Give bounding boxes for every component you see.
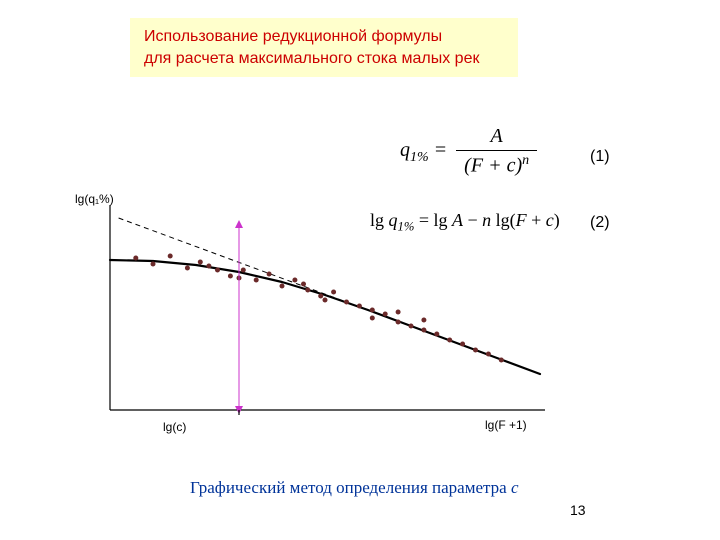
f1-exp: n: [522, 153, 529, 168]
equation-label-2: (2): [590, 214, 610, 232]
title-line-2: для расчета максимального стока малых ре…: [144, 50, 479, 67]
f1-fraction: A(F + c)n: [456, 125, 537, 178]
equation-label-1: (1): [590, 148, 610, 166]
y-axis-label: lg(q₁%): [75, 192, 114, 206]
f1-q: q: [400, 139, 410, 161]
chart-svg: [70, 190, 550, 430]
chart-caption: Графический метод определения параметра …: [190, 478, 518, 498]
caption-param: c: [511, 478, 519, 497]
title-line-1: Использование редукционной формулы: [144, 28, 442, 45]
formula-1: q1% = A(F + c)n: [400, 125, 541, 178]
slide-title: Использование редукционной формулы для р…: [130, 18, 518, 77]
f1-num: A: [456, 125, 537, 151]
x-axis-label-left: lg(c): [163, 420, 186, 434]
caption-text: Графический метод определения параметра: [190, 478, 511, 497]
x-axis-label-right: lg(F +1): [485, 418, 527, 432]
f1-sub: 1%: [410, 150, 429, 165]
reduction-chart: [70, 190, 550, 430]
f1-den: (F + c)n: [456, 151, 537, 178]
page-number: 13: [570, 502, 586, 518]
f1-eq: =: [429, 139, 453, 161]
